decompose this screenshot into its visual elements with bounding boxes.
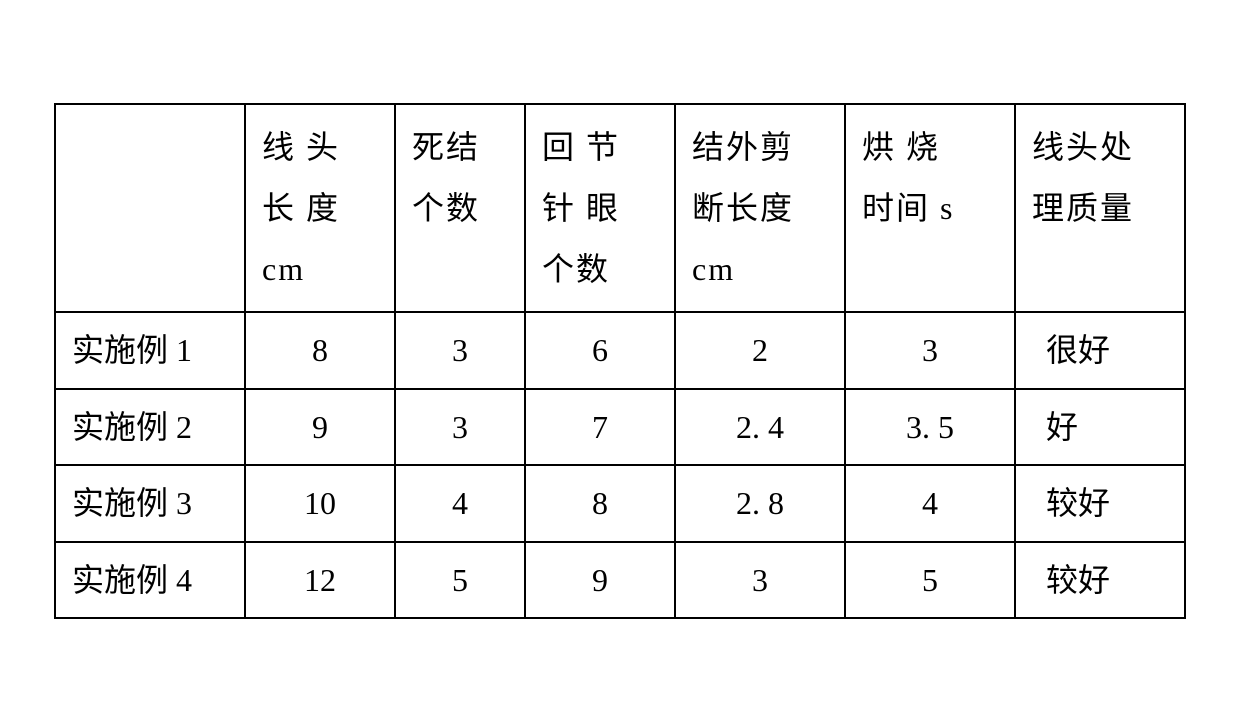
header-quality: 线头处 理质量 [1015,104,1185,312]
header-baking-time: 烘 烧 时间 s [845,104,1015,312]
cell-dead-knots: 3 [395,389,525,465]
cell-dead-knots: 5 [395,542,525,618]
header-knot-cut-length: 结外剪 断长度 cm [675,104,845,312]
cell-quality: 好 [1015,389,1185,465]
cell-knot-cut-length: 2. 8 [675,465,845,541]
table-row: 实施例 2 9 3 7 2. 4 3. 5 好 [55,389,1185,465]
cell-knot-cut-length: 2 [675,312,845,388]
cell-return-stitch: 6 [525,312,675,388]
row-label: 实施例 2 [55,389,245,465]
header-empty [55,104,245,312]
cell-thread-length: 12 [245,542,395,618]
table-row: 实施例 3 10 4 8 2. 8 4 较好 [55,465,1185,541]
cell-baking-time: 3. 5 [845,389,1015,465]
row-label: 实施例 4 [55,542,245,618]
row-label: 实施例 3 [55,465,245,541]
table-row: 实施例 4 12 5 9 3 5 较好 [55,542,1185,618]
cell-knot-cut-length: 2. 4 [675,389,845,465]
cell-dead-knots: 4 [395,465,525,541]
table-row: 实施例 1 8 3 6 2 3 很好 [55,312,1185,388]
cell-baking-time: 5 [845,542,1015,618]
cell-return-stitch: 9 [525,542,675,618]
data-table: 线 头 长 度 cm 死结 个数 回 节 针 眼 个数 结外剪 断长度 cm 烘… [54,103,1186,619]
cell-quality: 较好 [1015,542,1185,618]
cell-quality: 很好 [1015,312,1185,388]
cell-knot-cut-length: 3 [675,542,845,618]
cell-dead-knots: 3 [395,312,525,388]
cell-baking-time: 3 [845,312,1015,388]
table-container: 线 头 长 度 cm 死结 个数 回 节 针 眼 个数 结外剪 断长度 cm 烘… [34,83,1206,639]
cell-baking-time: 4 [845,465,1015,541]
cell-thread-length: 10 [245,465,395,541]
header-thread-length: 线 头 长 度 cm [245,104,395,312]
row-label: 实施例 1 [55,312,245,388]
cell-return-stitch: 7 [525,389,675,465]
cell-thread-length: 8 [245,312,395,388]
cell-return-stitch: 8 [525,465,675,541]
header-dead-knots: 死结 个数 [395,104,525,312]
table-header-row: 线 头 长 度 cm 死结 个数 回 节 针 眼 个数 结外剪 断长度 cm 烘… [55,104,1185,312]
cell-quality: 较好 [1015,465,1185,541]
header-return-stitch: 回 节 针 眼 个数 [525,104,675,312]
cell-thread-length: 9 [245,389,395,465]
